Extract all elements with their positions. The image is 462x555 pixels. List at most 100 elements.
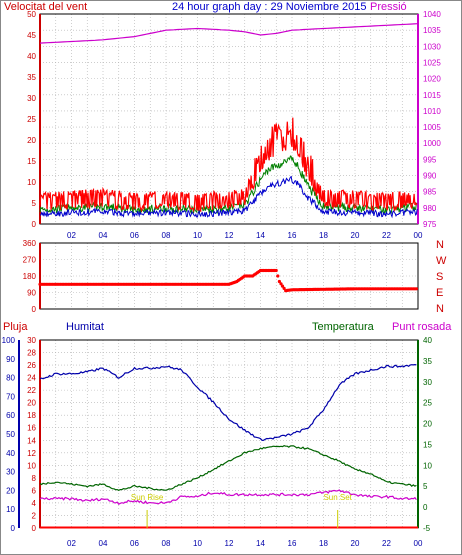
- panel2-grid: [40, 243, 418, 309]
- wind-average-series: [39, 175, 418, 219]
- pressure-tick-label: 1030: [423, 42, 441, 51]
- wind-direction-point: [280, 284, 285, 288]
- temperature-tick-label: 35: [423, 357, 432, 366]
- x-tick-label: 04: [99, 539, 108, 548]
- panel1-x-ticks: 02 04 06 08 10 12 14 16 18 20 22 00: [67, 231, 423, 240]
- x-tick-label: 02: [67, 539, 76, 548]
- sun-set-label: Sun Set: [323, 493, 352, 502]
- wind-tick-label: 30: [27, 94, 36, 103]
- x-tick-label: 14: [256, 231, 265, 240]
- x-tick-label: 00: [414, 231, 423, 240]
- pressure-tick-label: 975: [423, 220, 437, 229]
- x-tick-label: 08: [162, 231, 171, 240]
- wind-tick-label: 45: [27, 31, 36, 40]
- wind-speed-axis-label: Velocitat del vent: [4, 1, 87, 13]
- wind-speed-series: [39, 117, 418, 213]
- wind-direction-point: [279, 282, 283, 286]
- temperature-tick-label: 20: [423, 420, 432, 429]
- humidity-tick-label: 50: [6, 430, 15, 439]
- temperature-axis-label: Temperatura: [312, 321, 375, 333]
- temperature-tick-label: 40: [423, 336, 432, 345]
- x-tick-label: 22: [382, 231, 391, 240]
- direction-tick-label: 360: [23, 239, 37, 248]
- humidity-tick-label: 60: [6, 411, 15, 420]
- temperature-tick-label: -5: [423, 524, 431, 533]
- temperature-tick-label: 15: [423, 440, 432, 449]
- dewpoint-axis-label: Punt rosada: [392, 321, 452, 333]
- x-tick-label: 18: [319, 231, 328, 240]
- rain-tick-label: 0: [32, 524, 37, 533]
- dewpoint-series: [39, 489, 417, 505]
- pressure-tick-label: 980: [423, 204, 437, 213]
- direction-tick-label: 90: [27, 289, 36, 298]
- rain-tick-label: 20: [27, 399, 36, 408]
- rain-tick-label: 26: [27, 361, 36, 370]
- temperature-axis-ticks: -5 0 5 10 15 20 25 30 35 40: [423, 336, 432, 533]
- pressure-tick-label: 1025: [423, 58, 441, 67]
- sun-rise-label: Sun Rise: [131, 493, 164, 502]
- wind-direction-point: [276, 274, 280, 278]
- rain-tick-label: 10: [27, 461, 36, 470]
- rain-axis-label: Pluja: [3, 321, 28, 333]
- wind-direction-point: [414, 287, 418, 291]
- x-tick-label: 16: [288, 231, 297, 240]
- rain-tick-label: 12: [27, 449, 36, 458]
- x-tick-label: 18: [319, 539, 328, 548]
- panel2-series: [38, 268, 418, 293]
- x-tick-label: 22: [382, 539, 391, 548]
- wind-tick-label: 5: [32, 199, 37, 208]
- x-tick-label: 10: [193, 539, 202, 548]
- pressure-axis-ticks: 975 980 985 990 995 1000 1005 1010 1015 1020 1025 1…: [423, 10, 441, 229]
- wind-tick-label: 40: [27, 52, 36, 61]
- wind-tick-label: 15: [27, 157, 36, 166]
- direction-tick-label: 270: [23, 256, 37, 265]
- x-tick-label: 12: [225, 231, 234, 240]
- humidity-tick-label: 0: [11, 524, 16, 533]
- panel3-series: [39, 363, 418, 529]
- humidity-axis-label: Humitat: [66, 321, 104, 333]
- x-tick-label: 08: [162, 539, 171, 548]
- humidity-axis-ticks: 0 10 20 30 40 50 60 70 80 90 100: [2, 336, 16, 533]
- pressure-tick-label: 990: [423, 172, 437, 181]
- compass-label-s: S: [436, 271, 443, 283]
- pressure-tick-label: 1015: [423, 91, 441, 100]
- rain-tick-label: 2: [32, 511, 37, 520]
- wind-tick-label: 25: [27, 115, 36, 124]
- x-tick-label: 04: [99, 231, 108, 240]
- wind-tick-label: 35: [27, 73, 36, 82]
- direction-tick-label: 0: [32, 305, 37, 314]
- x-tick-label: 12: [225, 539, 234, 548]
- humidity-tick-label: 90: [6, 355, 15, 364]
- wind-direction-point: [274, 268, 278, 273]
- rain-tick-label: 28: [27, 349, 36, 358]
- wind-direction-point: [277, 279, 281, 284]
- pressure-tick-label: 1000: [423, 139, 441, 148]
- x-tick-label: 10: [193, 231, 202, 240]
- rain-tick-label: 16: [27, 424, 36, 433]
- humidity-tick-label: 100: [2, 336, 16, 345]
- pressure-tick-label: 1010: [423, 107, 441, 116]
- humidity-tick-label: 40: [6, 449, 15, 458]
- pressure-axis-label: Pressió: [370, 1, 407, 13]
- humidity-tick-label: 10: [6, 505, 15, 514]
- pressure-tick-label: 1035: [423, 26, 441, 35]
- rain-tick-label: 6: [32, 486, 37, 495]
- panel1-grid: [40, 14, 418, 224]
- humidity-tick-label: 70: [6, 392, 15, 401]
- pressure-tick-label: 1040: [423, 10, 441, 19]
- x-tick-label: 16: [288, 539, 297, 548]
- rain-tick-label: 18: [27, 411, 36, 420]
- wind-tick-label: 50: [27, 10, 36, 19]
- panel1-series: [39, 23, 419, 219]
- sun-annotations: Sun Rise Sun Set: [131, 493, 353, 528]
- x-tick-label: 20: [351, 231, 360, 240]
- temperature-tick-label: 5: [423, 482, 428, 491]
- x-tick-label: 20: [351, 539, 360, 548]
- x-tick-label: 00: [414, 539, 423, 548]
- rain-tick-label: 4: [32, 499, 37, 508]
- wind-tick-label: 0: [32, 220, 37, 229]
- x-tick-label: 14: [256, 539, 265, 548]
